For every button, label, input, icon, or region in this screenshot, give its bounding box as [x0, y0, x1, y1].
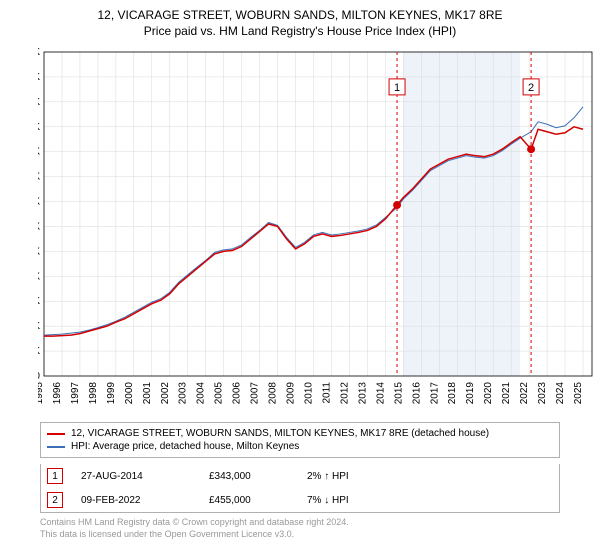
svg-text:2009: 2009: [286, 382, 297, 405]
legend-item: HPI: Average price, detached house, Milt…: [47, 440, 553, 453]
svg-text:1997: 1997: [70, 382, 81, 405]
svg-text:2019: 2019: [465, 382, 476, 405]
sales-row-price: £343,000: [209, 471, 289, 482]
svg-text:£300K: £300K: [38, 221, 40, 232]
chart-title-main: 12, VICARAGE STREET, WOBURN SANDS, MILTO…: [10, 8, 590, 22]
svg-text:£50K: £50K: [38, 346, 40, 357]
sales-row-delta: 7% ↓ HPI: [307, 495, 387, 506]
sales-row: 1 27-AUG-2014 £343,000 2% ↑ HPI: [41, 464, 559, 488]
legend-item: 12, VICARAGE STREET, WOBURN SANDS, MILTO…: [47, 427, 553, 440]
footer-note: Contains HM Land Registry data © Crown c…: [40, 517, 560, 540]
sales-row-marker: 2: [47, 492, 63, 508]
svg-text:2024: 2024: [555, 382, 566, 405]
svg-text:£350K: £350K: [38, 197, 40, 208]
svg-text:£500K: £500K: [38, 122, 40, 133]
sales-row-marker: 1: [47, 468, 63, 484]
chart-title-block: 12, VICARAGE STREET, WOBURN SANDS, MILTO…: [0, 0, 600, 42]
svg-text:2023: 2023: [537, 382, 548, 405]
svg-text:2014: 2014: [375, 382, 386, 405]
sales-row: 2 09-FEB-2022 £455,000 7% ↓ HPI: [41, 488, 559, 512]
svg-text:£400K: £400K: [38, 172, 40, 183]
legend-swatch: [47, 446, 65, 448]
sales-row-date: 27-AUG-2014: [81, 471, 191, 482]
chart-svg: £0 £50K £100K £150K £200K £250K £300K £350K £400…: [38, 46, 598, 416]
legend-swatch: [47, 433, 65, 435]
svg-text:2025: 2025: [573, 382, 584, 405]
svg-text:2012: 2012: [339, 382, 350, 405]
sales-table: 1 27-AUG-2014 £343,000 2% ↑ HPI 2 09-FEB-2022…: [40, 464, 560, 513]
footer-line1: Contains HM Land Registry data © Crown c…: [40, 517, 560, 529]
legend-box: 12, VICARAGE STREET, WOBURN SANDS, MILTO…: [40, 422, 560, 458]
svg-text:2002: 2002: [160, 382, 171, 405]
svg-text:£650K: £650K: [38, 47, 40, 58]
svg-text:2: 2: [528, 82, 534, 94]
svg-text:2022: 2022: [519, 382, 530, 405]
svg-text:2013: 2013: [357, 382, 368, 405]
footer-line2: This data is licensed under the Open Gov…: [40, 529, 560, 541]
svg-text:2004: 2004: [196, 382, 207, 405]
svg-text:1: 1: [394, 82, 400, 94]
sales-row-price: £455,000: [209, 495, 289, 506]
svg-text:2010: 2010: [304, 382, 315, 405]
svg-text:2017: 2017: [429, 382, 440, 405]
svg-text:£0: £0: [38, 371, 40, 382]
svg-text:1999: 1999: [106, 382, 117, 405]
svg-text:2011: 2011: [321, 382, 332, 404]
svg-text:2020: 2020: [483, 382, 494, 405]
sales-row-delta: 2% ↑ HPI: [307, 471, 387, 482]
chart-plot: £0 £50K £100K £150K £200K £250K £300K £350K £400…: [38, 46, 598, 416]
svg-text:2003: 2003: [178, 382, 189, 405]
svg-text:£100K: £100K: [38, 321, 40, 332]
svg-text:£200K: £200K: [38, 271, 40, 282]
legend-label: 12, VICARAGE STREET, WOBURN SANDS, MILTO…: [71, 428, 489, 439]
chart-title-sub: Price paid vs. HM Land Registry's House …: [10, 24, 590, 38]
legend-label: HPI: Average price, detached house, Milt…: [71, 441, 299, 452]
svg-text:£600K: £600K: [38, 72, 40, 83]
svg-text:2021: 2021: [501, 382, 512, 405]
svg-text:2001: 2001: [142, 382, 153, 405]
svg-text:1998: 1998: [88, 382, 99, 405]
svg-text:1996: 1996: [52, 382, 63, 405]
svg-text:2000: 2000: [124, 382, 135, 405]
sales-row-date: 09-FEB-2022: [81, 495, 191, 506]
svg-text:2008: 2008: [268, 382, 279, 405]
svg-text:£450K: £450K: [38, 147, 40, 158]
svg-text:2016: 2016: [411, 382, 422, 405]
svg-text:2005: 2005: [214, 382, 225, 405]
svg-text:£250K: £250K: [38, 246, 40, 257]
svg-text:2007: 2007: [250, 382, 261, 405]
svg-text:£550K: £550K: [38, 97, 40, 108]
svg-text:1995: 1995: [38, 382, 45, 405]
svg-text:£150K: £150K: [38, 296, 40, 307]
svg-text:2015: 2015: [393, 382, 404, 405]
svg-text:2018: 2018: [447, 382, 458, 405]
svg-text:2006: 2006: [232, 382, 243, 405]
